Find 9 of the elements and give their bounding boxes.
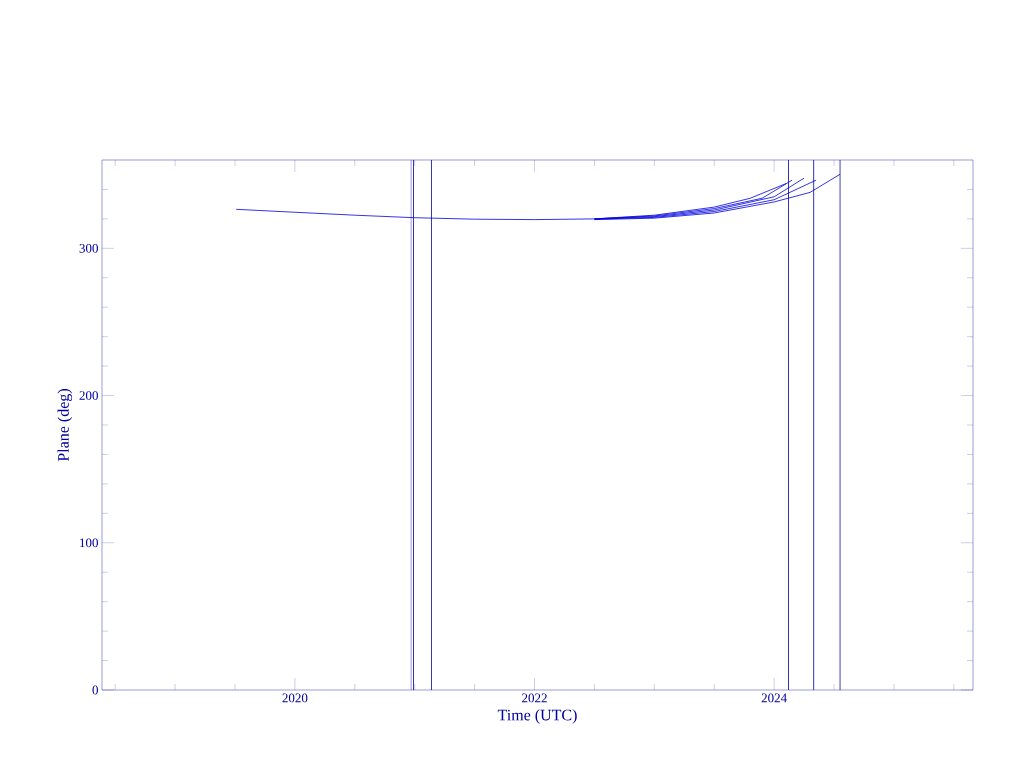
- y-tick-label: 0: [92, 685, 98, 695]
- x-axis-title: Time (UTC): [497, 709, 577, 724]
- x-tick-label: 2022: [522, 693, 547, 703]
- y-tick-label: 300: [79, 243, 98, 253]
- y-tick-label: 100: [80, 538, 98, 548]
- x-tick-label: 2020: [282, 693, 308, 703]
- x-tick-label: 2024: [761, 693, 787, 703]
- y-tick-label: 200: [79, 391, 98, 400]
- y-axis-title: Plane (deg): [57, 389, 73, 462]
